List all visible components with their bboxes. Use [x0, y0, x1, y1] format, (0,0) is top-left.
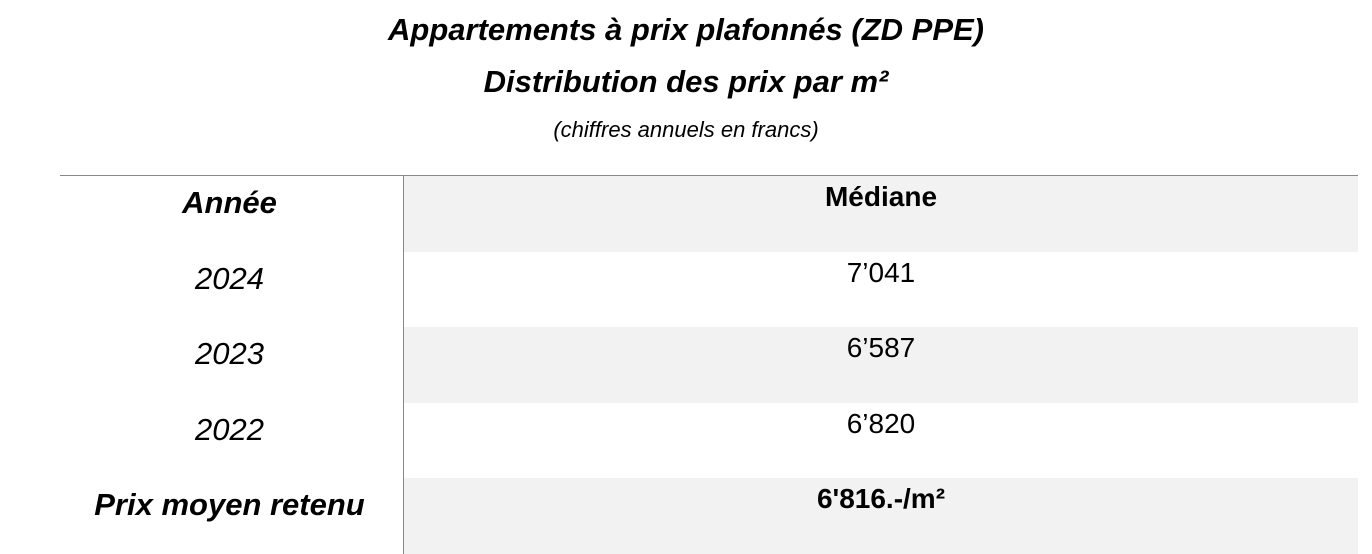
row: 2024 7’041 — [60, 251, 1358, 327]
table: Année Médiane 2024 7’041 2023 6’587 2022… — [60, 175, 1358, 554]
cell: 6’587 — [404, 327, 1358, 403]
cell: 6’820 — [846, 407, 916, 439]
header-row: Année Médiane — [60, 176, 1358, 252]
header-cell: Année — [60, 176, 404, 252]
cell: 2024 — [60, 251, 404, 327]
title: Appartements à prix plafonnés (ZD PPE) — [388, 12, 984, 47]
header-cell: Médiane — [404, 176, 1358, 252]
cell: 2023 — [60, 327, 404, 403]
row: Prix moyen retenu 6'816.-/m² — [60, 478, 1358, 554]
cell: 2022 — [60, 402, 404, 478]
subtitle: Distribution des prix par m² — [483, 64, 889, 99]
note: (chiffres annuels en francs) — [553, 117, 819, 142]
row: 2023 6’587 — [60, 327, 1358, 403]
row: 2022 6’820 — [60, 402, 1358, 478]
cell: Prix moyen retenu — [60, 478, 404, 554]
cell: 7’041 — [846, 256, 916, 288]
cell: 6'816.-/m² — [404, 478, 1358, 554]
